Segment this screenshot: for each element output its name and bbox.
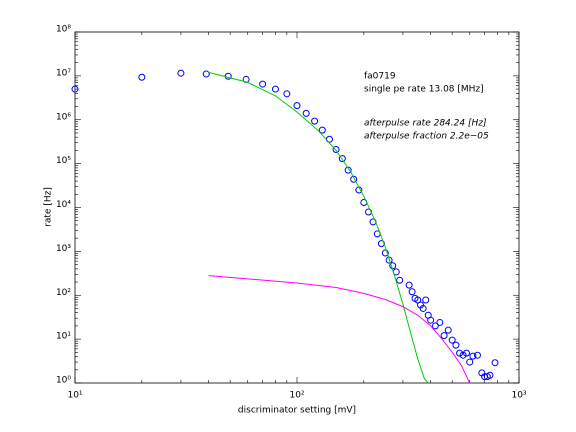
data-point bbox=[385, 256, 393, 264]
data-point bbox=[419, 304, 427, 312]
data-point bbox=[456, 349, 464, 357]
data-point bbox=[431, 322, 439, 330]
annotation: fa0719 bbox=[364, 72, 396, 82]
data-point bbox=[469, 352, 477, 360]
y-tick-label: 10⁴ bbox=[56, 200, 71, 210]
data-point bbox=[271, 85, 279, 93]
annotation: afterpulse fraction 2.2e−05 bbox=[364, 132, 489, 142]
data-point bbox=[332, 145, 340, 153]
data-point bbox=[396, 276, 404, 284]
y-tick-label: 10¹ bbox=[56, 332, 71, 342]
data-point bbox=[440, 332, 448, 340]
data-point bbox=[444, 326, 452, 334]
data-point bbox=[344, 166, 352, 174]
data-point bbox=[408, 288, 416, 296]
data-point bbox=[422, 296, 430, 304]
y-tick-label: 10⁷ bbox=[56, 68, 71, 78]
x-tick-label: 10¹ bbox=[67, 391, 82, 401]
data-point bbox=[302, 109, 310, 117]
data-point bbox=[202, 70, 210, 78]
data-point bbox=[311, 117, 319, 125]
y-tick-label: 10⁸ bbox=[56, 25, 71, 35]
data-point bbox=[318, 126, 326, 134]
data-point bbox=[138, 73, 146, 81]
y-tick-label: 10⁰ bbox=[56, 376, 71, 386]
x-axis-label: discriminator setting [mV] bbox=[238, 406, 356, 416]
data-point bbox=[381, 249, 389, 257]
annotation: single pe rate 13.08 [MHz] bbox=[364, 85, 484, 95]
x-tick-label: 10² bbox=[289, 391, 304, 401]
x-tick-label: 10³ bbox=[511, 391, 526, 401]
data-point bbox=[462, 349, 470, 357]
data-point bbox=[177, 69, 185, 77]
annotation: afterpulse rate 284.24 [Hz] bbox=[364, 119, 487, 129]
data-point bbox=[486, 371, 494, 379]
y-tick-label: 10³ bbox=[56, 244, 71, 254]
y-tick-label: 10⁶ bbox=[56, 112, 71, 122]
data-point bbox=[350, 175, 358, 183]
data-point bbox=[448, 336, 456, 344]
data-point bbox=[405, 281, 413, 289]
y-tick-label: 10⁵ bbox=[56, 156, 71, 166]
fit-line bbox=[208, 71, 429, 384]
data-point bbox=[259, 80, 267, 88]
data-point bbox=[283, 90, 291, 98]
data-point bbox=[427, 316, 435, 324]
data-point bbox=[436, 318, 444, 326]
data-point bbox=[338, 155, 346, 163]
y-tick-label: 10² bbox=[56, 288, 71, 298]
data-point bbox=[293, 102, 301, 110]
data-point bbox=[452, 341, 460, 349]
y-axis-label: rate [Hz] bbox=[44, 187, 54, 227]
data-point bbox=[491, 359, 499, 367]
data-point bbox=[71, 85, 79, 93]
fit-line bbox=[208, 275, 471, 384]
data-point bbox=[473, 351, 481, 359]
data-point bbox=[459, 351, 467, 359]
data-point bbox=[466, 358, 474, 366]
